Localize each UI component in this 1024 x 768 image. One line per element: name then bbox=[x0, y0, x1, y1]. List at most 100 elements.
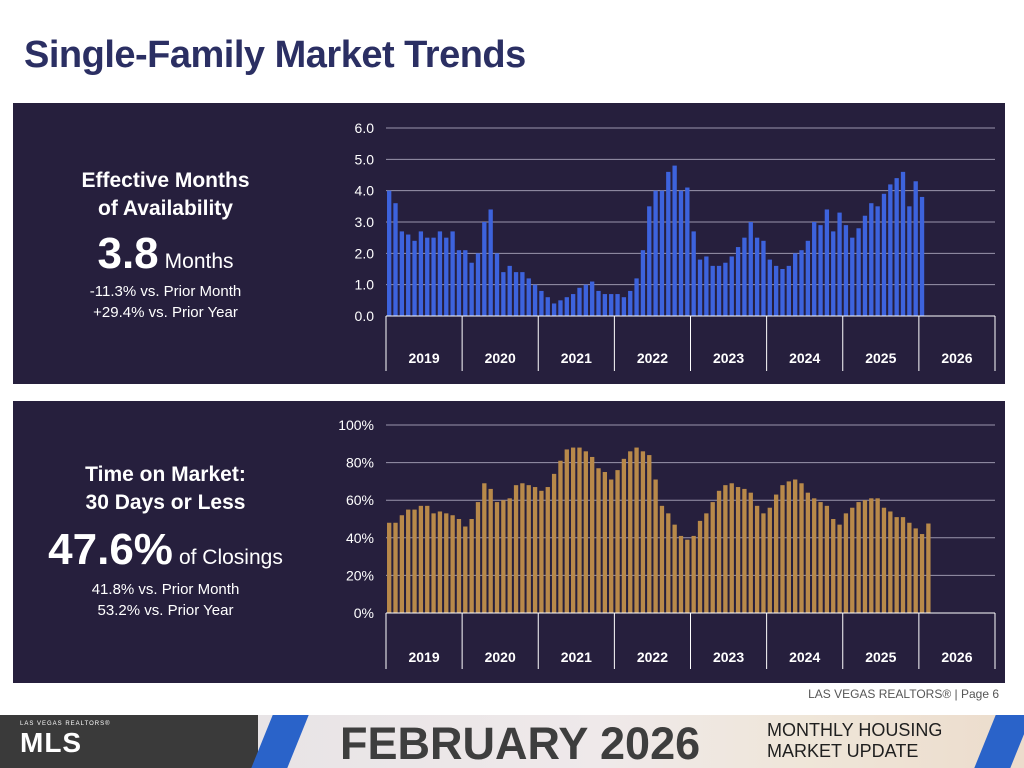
y-tick-label: 0.0 bbox=[355, 308, 375, 324]
bar bbox=[767, 507, 772, 613]
bar bbox=[570, 447, 576, 613]
bar bbox=[437, 511, 443, 613]
bar bbox=[672, 524, 677, 613]
time-on-market-panel: Time on Market: 30 Days or Less 47.6% of … bbox=[13, 401, 1005, 683]
bar bbox=[399, 515, 405, 613]
bar bbox=[799, 250, 804, 316]
bar bbox=[786, 481, 791, 613]
bar bbox=[799, 483, 804, 613]
bar bbox=[425, 505, 430, 613]
bar bbox=[520, 272, 525, 316]
x-tick-label: 2023 bbox=[713, 649, 744, 665]
bar bbox=[742, 237, 747, 316]
availability-comparisons: -11.3% vs. Prior Month +29.4% vs. Prior … bbox=[13, 281, 318, 323]
page-title: Single-Family Market Trends bbox=[24, 34, 526, 76]
bar bbox=[539, 490, 544, 613]
availability-heading-line-1: Effective Months bbox=[81, 169, 250, 192]
availability-heading: Effective Months of Availability bbox=[13, 167, 318, 223]
bar bbox=[812, 498, 817, 613]
bar bbox=[532, 284, 538, 316]
bar bbox=[793, 253, 798, 316]
bar bbox=[754, 237, 760, 316]
page-footer: LAS VEGAS REALTORS® | Page 6 bbox=[808, 687, 999, 701]
bar bbox=[590, 281, 595, 316]
bar bbox=[907, 206, 912, 316]
bar bbox=[418, 505, 424, 613]
bar bbox=[406, 234, 411, 316]
bar bbox=[590, 456, 595, 613]
bar bbox=[475, 502, 481, 613]
bar bbox=[856, 228, 861, 316]
availability-vs-prior-year: +29.4% vs. Prior Year bbox=[93, 304, 238, 321]
bar bbox=[907, 522, 912, 613]
availability-value: 3.8 bbox=[97, 229, 159, 278]
bar bbox=[640, 451, 646, 613]
mls-logo-tagline: LAS VEGAS REALTORS® bbox=[20, 721, 111, 727]
bar bbox=[837, 524, 842, 613]
availability-heading-line-2: of Availability bbox=[98, 197, 233, 220]
x-tick-label: 2020 bbox=[485, 350, 516, 366]
x-tick-label: 2026 bbox=[941, 350, 972, 366]
bar bbox=[488, 209, 493, 316]
bar bbox=[666, 171, 671, 316]
bar bbox=[437, 231, 443, 316]
bar bbox=[900, 517, 906, 613]
bar bbox=[869, 203, 874, 316]
bar bbox=[526, 278, 531, 316]
bar bbox=[761, 513, 766, 613]
bar bbox=[577, 287, 582, 316]
x-tick-label: 2025 bbox=[865, 649, 896, 665]
bar bbox=[456, 519, 462, 613]
bar bbox=[577, 447, 582, 613]
bar bbox=[469, 519, 474, 613]
banner-stripe-left bbox=[251, 715, 309, 768]
bar bbox=[583, 451, 588, 613]
bar bbox=[450, 231, 455, 316]
mls-logo: LAS VEGAS REALTORS® MLS bbox=[20, 721, 111, 759]
bar bbox=[513, 272, 519, 316]
bar bbox=[831, 231, 836, 316]
bar bbox=[431, 513, 436, 613]
bar bbox=[850, 237, 855, 316]
bar bbox=[881, 507, 887, 613]
bar bbox=[888, 511, 893, 613]
report-month: FEBRUARY 2026 bbox=[340, 718, 701, 768]
x-tick-label: 2023 bbox=[713, 350, 744, 366]
bar bbox=[869, 498, 874, 613]
time-on-market-heading-line-1: Time on Market: bbox=[85, 463, 246, 486]
bar bbox=[888, 184, 893, 316]
bar bbox=[615, 470, 620, 613]
y-tick-label: 6.0 bbox=[355, 120, 375, 136]
availability-kpi: Effective Months of Availability 3.8 Mont… bbox=[13, 103, 318, 384]
bar bbox=[634, 278, 639, 316]
bar bbox=[786, 265, 791, 316]
bar bbox=[583, 284, 588, 316]
bar bbox=[609, 294, 614, 316]
bar bbox=[704, 256, 709, 316]
bar bbox=[444, 513, 449, 613]
bar bbox=[628, 290, 633, 316]
bar bbox=[748, 492, 753, 613]
time-on-market-value-row: 47.6% of Closings bbox=[13, 525, 318, 575]
bar bbox=[507, 498, 512, 613]
bar bbox=[412, 240, 417, 316]
bar bbox=[697, 520, 703, 613]
bar bbox=[793, 479, 798, 613]
x-tick-label: 2025 bbox=[865, 350, 896, 366]
bar bbox=[913, 181, 918, 316]
bar bbox=[450, 515, 455, 613]
x-tick-label: 2019 bbox=[408, 350, 439, 366]
bar bbox=[805, 492, 811, 613]
bar bbox=[723, 485, 728, 613]
x-tick-label: 2020 bbox=[485, 649, 516, 665]
bar bbox=[716, 490, 722, 613]
x-tick-label: 2024 bbox=[789, 350, 820, 366]
bar bbox=[501, 272, 506, 316]
bar bbox=[507, 265, 512, 316]
x-tick-label: 2022 bbox=[637, 649, 668, 665]
bar bbox=[691, 231, 696, 316]
time-on-market-kpi: Time on Market: 30 Days or Less 47.6% of … bbox=[13, 401, 318, 683]
bar bbox=[729, 256, 734, 316]
bar bbox=[678, 535, 684, 613]
bar bbox=[894, 517, 899, 613]
